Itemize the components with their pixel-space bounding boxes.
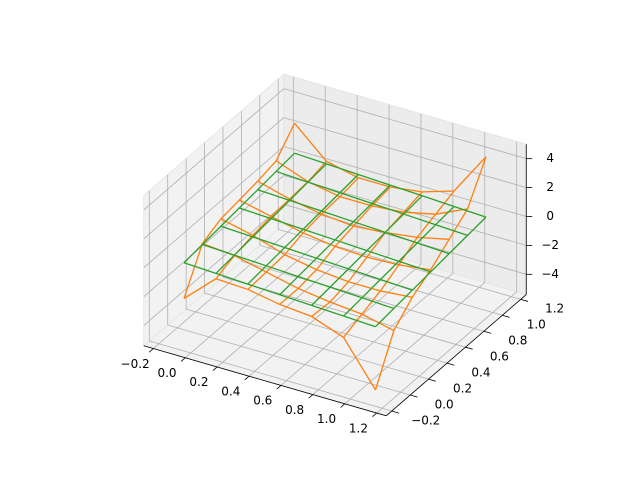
axis-line — [143, 345, 387, 417]
wire-line — [279, 184, 391, 296]
grid-line — [283, 117, 527, 188]
tick-mark — [276, 385, 282, 390]
tick-mark — [148, 348, 154, 353]
grid-line — [376, 291, 517, 414]
wire-line — [247, 174, 359, 285]
axis-line — [385, 294, 527, 417]
y-tick-label: 0.0 — [435, 397, 454, 411]
wire-line — [374, 216, 487, 328]
tick-mark — [428, 378, 436, 382]
tick-mark — [465, 346, 473, 350]
tick-mark — [180, 357, 186, 362]
grid-line — [312, 273, 454, 395]
grid-line — [167, 324, 411, 396]
grid-line — [283, 88, 527, 160]
grid-line — [143, 117, 285, 240]
y-tick-label: 0.2 — [453, 381, 472, 395]
wire-line — [183, 122, 296, 299]
z-tick-label: −2 — [541, 238, 559, 252]
y-tick-label: 1.2 — [545, 302, 564, 316]
wire-line — [247, 177, 359, 290]
tick-mark — [212, 366, 218, 371]
wire-line — [183, 152, 296, 264]
tick-mark — [372, 412, 377, 417]
z-tick-label: 4 — [546, 151, 554, 165]
grid-line — [344, 282, 486, 405]
tick-mark — [483, 330, 492, 334]
tick-mark — [502, 314, 510, 318]
z-tick-label: −4 — [541, 267, 559, 281]
z-tick-label: 2 — [546, 180, 554, 194]
wire-line — [311, 191, 423, 318]
grid-line — [216, 245, 358, 368]
x-tick-label: 0.0 — [157, 366, 176, 380]
x-tick-label: 1.2 — [349, 421, 368, 435]
grid-line — [149, 340, 392, 412]
x-tick-label: 0.2 — [189, 375, 208, 389]
tick-mark — [340, 403, 346, 408]
tick-mark — [446, 362, 455, 366]
grid-line — [153, 227, 294, 349]
x-tick-label: −0.2 — [121, 357, 150, 371]
wire-line — [279, 186, 391, 305]
grid-line — [204, 292, 448, 364]
wire-line — [311, 195, 423, 306]
tick-mark — [308, 394, 314, 399]
grid-line — [143, 204, 285, 326]
x-tick-label: 0.6 — [253, 394, 272, 408]
y-tick-label: 0.4 — [471, 365, 490, 379]
back-pane — [283, 73, 527, 296]
wire-line — [374, 156, 487, 391]
y-tick-label: 0.8 — [508, 334, 527, 348]
tick-mark — [520, 298, 529, 302]
y-tick-label: −0.2 — [411, 413, 440, 427]
tick-mark — [391, 410, 400, 414]
grid-line — [186, 308, 429, 380]
grid-line — [143, 88, 285, 211]
tick-mark — [244, 375, 250, 381]
grid-line — [280, 263, 422, 386]
grid-line — [143, 146, 285, 269]
y-tick-label: 0.6 — [490, 349, 509, 363]
z-tick-label: 0 — [546, 209, 554, 223]
grid-line — [184, 236, 326, 359]
y-tick-label: 1.0 — [527, 318, 546, 332]
wire-line — [343, 190, 455, 338]
wire-line — [215, 163, 327, 274]
tick-mark — [410, 394, 418, 398]
x-tick-label: 1.0 — [317, 412, 336, 426]
x-tick-label: 0.4 — [221, 384, 240, 398]
grid-line — [143, 175, 285, 297]
x-tick-label: 0.8 — [285, 403, 304, 417]
wire-line — [343, 205, 455, 317]
